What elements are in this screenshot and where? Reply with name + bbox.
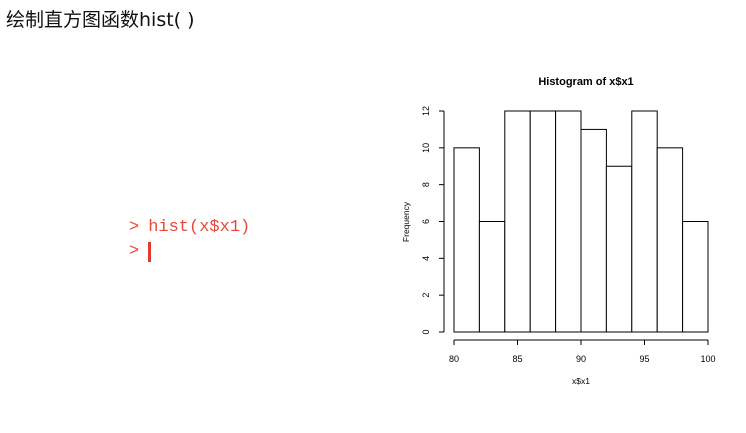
y-tick-label: 4 [421, 256, 431, 261]
console-prompt: > [129, 218, 140, 237]
x-axis-title: x$x1 [572, 376, 590, 386]
histogram-bar [453, 147, 480, 333]
r-console: > hist(x$x1) > [129, 216, 250, 264]
histogram-bar [478, 221, 506, 333]
y-axis: 0 2 4 6 8 10 12 [421, 106, 445, 335]
y-tick-label: 10 [421, 143, 431, 153]
chart-title: Histogram of x$x1 [538, 76, 633, 88]
console-prompt: > [129, 242, 140, 261]
y-tick-label: 12 [421, 106, 431, 116]
y-axis-title: Frequency [401, 201, 411, 242]
x-tick-label: 85 [512, 354, 522, 364]
histogram-bar [631, 110, 658, 333]
text-cursor [148, 242, 152, 262]
histogram-bar [555, 110, 582, 333]
histogram-bar [529, 110, 557, 333]
x-axis: 80 85 90 95 100 [449, 339, 716, 364]
histogram-bar [580, 128, 607, 333]
console-line-input[interactable]: > [129, 240, 250, 264]
y-tick-label: 0 [421, 329, 431, 334]
x-tick-label: 95 [639, 354, 649, 364]
x-tick-label: 90 [576, 354, 586, 364]
histogram-bar [504, 110, 531, 333]
slide-title: 绘制直方图函数hist( ) [6, 9, 195, 31]
console-command-text: hist(x$x1) [148, 218, 251, 237]
histogram-chart: Histogram of x$x1 80 85 90 95 100 024681012 … [401, 76, 716, 386]
x-tick-label: 100 [700, 354, 715, 364]
histogram-bar [682, 221, 709, 333]
y-tick-label: 6 [421, 219, 431, 224]
histogram-bar [605, 165, 633, 333]
bars-layer [453, 110, 709, 333]
y-tick-label: 2 [421, 293, 431, 298]
y-tick-label: 8 [421, 182, 431, 187]
histogram-bar [656, 147, 684, 333]
x-tick-label: 80 [449, 354, 459, 364]
console-line-command: > hist(x$x1) [129, 216, 250, 240]
